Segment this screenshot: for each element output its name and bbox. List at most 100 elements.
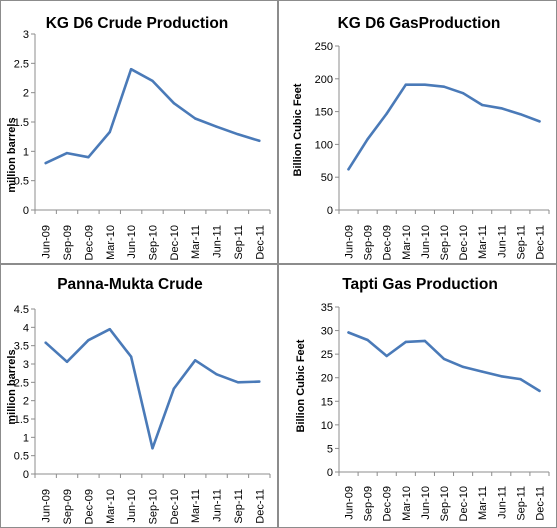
data-point (366, 338, 369, 342)
data-point (423, 339, 427, 343)
data-point (481, 370, 484, 373)
data-point (129, 355, 133, 358)
y-tick-label: 2 (23, 88, 29, 100)
chart-svg-kg-d6-crude: KG D6 Crude Production million barrels 0 0.… (0, 0, 278, 264)
y-tick-label: 2.5 (14, 377, 29, 389)
y-tick-label: 0 (327, 467, 333, 479)
x-tick-label: Sep-10 (148, 225, 160, 260)
chart-title: KG D6 GasProduction (338, 15, 501, 32)
data-point (65, 151, 69, 155)
data-point (500, 107, 503, 110)
y-axis-label: Billion Cubic Feet (292, 83, 304, 176)
data-point (481, 103, 484, 107)
data-point (151, 79, 154, 83)
y-axis-label: Billion Cubic Feet (295, 339, 307, 432)
chart-panel-tapti-gas: Tapti Gas Production Billion Cubic Feet 0 5… (278, 264, 557, 528)
y-tick-label: 0 (23, 469, 29, 481)
data-point (404, 83, 407, 86)
x-tick-label: Mar-11 (477, 486, 489, 520)
chart-svg-kg-d6-gas: KG D6 GasProduction Billion Cubic Feet 0 50… (278, 0, 557, 264)
x-tick-label: Sep-09 (363, 486, 375, 521)
data-point (129, 68, 133, 71)
x-tick-label: Mar-10 (105, 489, 117, 524)
data-point (461, 365, 465, 369)
data-point (236, 133, 240, 136)
data-point (423, 83, 427, 86)
y-tick-label: 30 (321, 326, 333, 338)
data-point (215, 125, 218, 128)
y-tick-label: 3.5 (14, 341, 29, 353)
y-tick-label: 2 (23, 396, 29, 408)
x-tick-label: Dec-09 (83, 489, 95, 524)
data-point (87, 156, 90, 159)
x-tick-label: Jun-09 (41, 225, 53, 259)
x-tick-label: Mar-11 (190, 225, 202, 259)
x-tick-label: Jun-11 (496, 486, 508, 519)
y-tick-label: 5 (327, 443, 333, 455)
chart-border (278, 0, 557, 264)
x-tick-label: Dec-09 (83, 225, 95, 260)
data-point (151, 447, 154, 450)
data-point (236, 381, 240, 384)
data-point (366, 138, 369, 141)
y-tick-label: 250 (315, 41, 333, 53)
y-tick-label: 1 (23, 432, 29, 444)
x-tick-label: Dec-10 (458, 225, 470, 260)
x-tick-label: Mar-10 (401, 486, 413, 521)
y-tick-label: 1 (23, 146, 29, 158)
x-tick-label: Mar-10 (401, 225, 413, 260)
y-tick-label: 50 (321, 172, 333, 184)
chart-title: Panna-Mukta Crude (57, 276, 203, 293)
chart-border (0, 0, 278, 264)
data-point (404, 340, 407, 344)
y-tick-label: 10 (321, 420, 333, 432)
x-tick-label: Jun-11 (212, 489, 224, 522)
data-point (442, 357, 446, 361)
x-tick-label: Jun-10 (420, 486, 432, 520)
x-tick-label: Jun-09 (41, 489, 53, 523)
y-tick-label: 100 (315, 139, 333, 151)
chart-panel-kg-d6-gas: KG D6 GasProduction Billion Cubic Feet 0 50… (278, 0, 557, 264)
data-point (538, 120, 541, 123)
x-tick-label: Jun-11 (496, 225, 508, 258)
data-point (461, 92, 465, 95)
y-tick-label: 150 (315, 107, 333, 119)
x-tick-label: Sep-09 (62, 225, 74, 260)
chart-panel-panna-mukta: Panna-Mukta Crude million barrels 0 0.5 1 1.5… (0, 264, 278, 528)
chart-title: KG D6 Crude Production (46, 15, 229, 32)
x-tick-label: Sep-11 (233, 225, 245, 260)
x-tick-label: Sep-11 (515, 486, 527, 521)
data-point (65, 360, 69, 363)
y-tick-label: 20 (321, 373, 333, 385)
data-point (385, 112, 388, 115)
data-point (44, 161, 47, 165)
x-tick-label: Dec-11 (534, 225, 546, 260)
y-axis-label: million barrels (6, 117, 18, 192)
data-point (108, 130, 112, 134)
data-point (258, 139, 261, 142)
x-tick-label: Dec-11 (254, 489, 266, 524)
y-tick-label: 0.5 (14, 176, 29, 188)
chart-title: Tapti Gas Production (342, 276, 498, 293)
y-tick-label: 4.5 (14, 304, 29, 316)
y-tick-label: 1.5 (14, 414, 29, 426)
x-tick-label: Dec-10 (169, 225, 181, 260)
data-point (215, 373, 218, 376)
x-tick-label: Sep-09 (363, 225, 375, 260)
data-point (258, 380, 261, 383)
data-point (442, 85, 446, 88)
y-tick-label: 3 (23, 359, 29, 371)
x-tick-label: Sep-10 (439, 486, 451, 521)
x-tick-label: Jun-09 (344, 225, 356, 259)
y-axis-label: million barrels (6, 349, 18, 424)
x-tick-label: Dec-09 (382, 486, 394, 521)
data-point (172, 102, 176, 105)
x-tick-label: Dec-10 (169, 489, 181, 524)
y-tick-label: 15 (321, 396, 333, 408)
data-point (87, 339, 90, 342)
data-point (347, 168, 350, 171)
data-point (172, 387, 176, 390)
y-tick-label: 2.5 (14, 58, 29, 70)
chart-svg-tapti-gas: Tapti Gas Production Billion Cubic Feet 0 5… (278, 264, 557, 528)
x-tick-label: Dec-11 (534, 486, 546, 521)
